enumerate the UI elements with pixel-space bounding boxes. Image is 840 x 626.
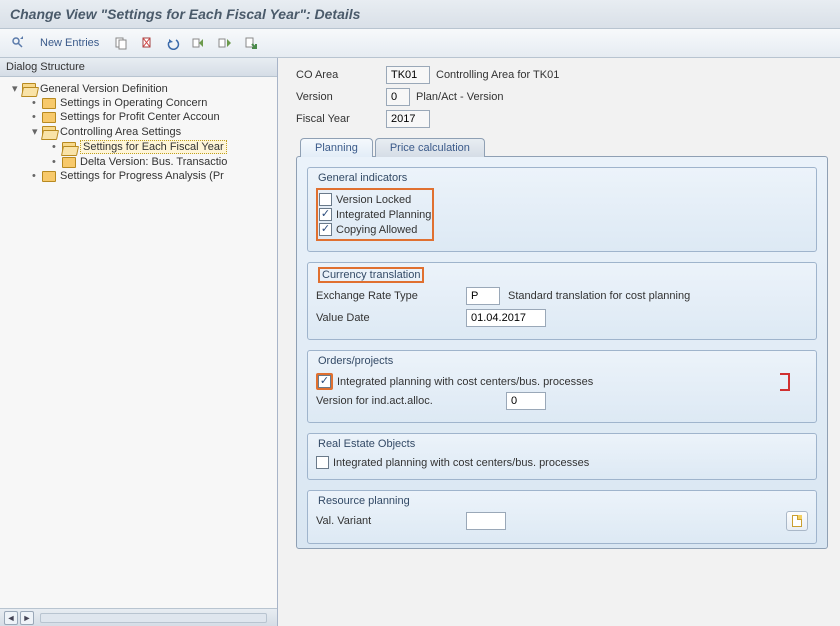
folder-closed-icon [42, 112, 56, 123]
version-label: Version [296, 91, 386, 103]
orders-integrated-planning-checkbox[interactable] [318, 375, 331, 388]
val-variant-field[interactable] [466, 512, 506, 530]
exchange-rate-type-field[interactable] [466, 287, 500, 305]
folder-open-icon [22, 83, 36, 94]
tree-label: General Version Definition [40, 83, 168, 95]
tree-node-general-version[interactable]: ▾ General Version Definition [2, 81, 275, 96]
orders-integrated-planning-label: Integrated planning with cost centers/bu… [337, 376, 593, 388]
version-alloc-label: Version for ind.act.alloc. [316, 395, 506, 407]
version-locked-checkbox[interactable] [319, 193, 332, 206]
real-estate-integrated-planning-checkbox[interactable] [316, 456, 329, 469]
co-area-description: Controlling Area for TK01 [436, 69, 559, 81]
tab-price-calculation[interactable]: Price calculation [375, 138, 485, 157]
group-title: Resource planning [316, 495, 808, 511]
co-area-field [386, 66, 430, 84]
folder-closed-icon [42, 98, 56, 109]
group-orders-projects: Orders/projects Integrated planning with… [307, 350, 817, 423]
group-currency-translation: Currency translation Exchange Rate Type … [307, 262, 817, 340]
tree-toggle-icon[interactable]: ▾ [32, 125, 42, 138]
tree-label: Settings for Progress Analysis (Pr [60, 170, 224, 182]
value-date-label: Value Date [316, 312, 466, 324]
display-document-button[interactable] [786, 511, 808, 531]
dialog-structure-tree[interactable]: ▾ General Version Definition • Settings … [0, 77, 277, 608]
planning-tab-panel: General indicators Version Locked Integr… [296, 156, 828, 549]
folder-closed-icon [42, 171, 56, 182]
val-variant-label: Val. Variant [316, 515, 466, 527]
sidebar-header: Dialog Structure [0, 58, 277, 77]
tree-bullet-icon: • [32, 170, 42, 182]
group-resource-planning: Resource planning Val. Variant [307, 490, 817, 544]
version-field [386, 88, 410, 106]
tree-node-delta-version[interactable]: • Delta Version: Bus. Transactio [2, 155, 275, 169]
highlight-marker-icon [774, 375, 788, 389]
tree-toggle-icon[interactable]: ▾ [12, 82, 22, 95]
tree-node-fiscal-year-settings[interactable]: • Settings for Each Fiscal Year [2, 139, 275, 155]
group-title: Orders/projects [316, 355, 808, 371]
delete-icon[interactable] [137, 33, 157, 53]
scroll-left-icon[interactable]: ◄ [4, 611, 18, 625]
tree-node-progress-analysis[interactable]: • Settings for Progress Analysis (Pr [2, 169, 275, 183]
tree-label: Controlling Area Settings [60, 126, 181, 138]
integrated-planning-label: Integrated Planning [336, 209, 431, 221]
tree-node-profit-center[interactable]: • Settings for Profit Center Accoun [2, 110, 275, 124]
folder-open-icon [42, 126, 56, 137]
scroll-track[interactable] [40, 613, 267, 623]
integrated-planning-checkbox[interactable] [319, 208, 332, 221]
tree-label: Delta Version: Bus. Transactio [80, 156, 227, 168]
fiscal-year-field [386, 110, 430, 128]
group-general-indicators: General indicators Version Locked Integr… [307, 167, 817, 252]
main-area: Dialog Structure ▾ General Version Defin… [0, 58, 840, 626]
fiscal-year-label: Fiscal Year [296, 113, 386, 125]
undo-icon[interactable] [163, 33, 183, 53]
tree-label-selected: Settings for Each Fiscal Year [80, 140, 227, 154]
other-entry-icon[interactable] [241, 33, 261, 53]
header-fields: CO Area Controlling Area for TK01 Versio… [296, 66, 828, 128]
document-icon [792, 515, 802, 527]
group-title: General indicators [316, 172, 808, 188]
group-real-estate: Real Estate Objects Integrated planning … [307, 433, 817, 480]
tabstrip: Planning Price calculation [300, 138, 828, 157]
sidebar-horizontal-scrollbar[interactable]: ◄ ► [0, 608, 277, 626]
tree-node-controlling-area[interactable]: ▾ Controlling Area Settings [2, 124, 275, 139]
copying-allowed-label: Copying Allowed [336, 224, 417, 236]
copying-allowed-checkbox[interactable] [319, 223, 332, 236]
group-title: Currency translation [316, 267, 808, 287]
real-estate-integrated-planning-label: Integrated planning with cost centers/bu… [333, 457, 589, 469]
tree-node-operating-concern[interactable]: • Settings in Operating Concern [2, 96, 275, 110]
version-locked-label: Version Locked [336, 194, 411, 206]
tree-bullet-icon: • [32, 111, 42, 123]
page-title: Change View "Settings for Each Fiscal Ye… [0, 0, 840, 29]
folder-closed-icon [62, 157, 76, 168]
scroll-right-icon[interactable]: ► [20, 611, 34, 625]
tab-planning[interactable]: Planning [300, 138, 373, 157]
co-area-label: CO Area [296, 69, 386, 81]
content-area: CO Area Controlling Area for TK01 Versio… [278, 58, 840, 626]
value-date-field[interactable] [466, 309, 546, 327]
toggle-display-icon[interactable] [8, 33, 28, 53]
tree-bullet-icon: • [52, 141, 62, 153]
folder-open-icon [62, 142, 76, 153]
tree-bullet-icon: • [52, 156, 62, 168]
group-title: Real Estate Objects [316, 438, 808, 454]
tree-label: Settings for Profit Center Accoun [60, 111, 220, 123]
dialog-structure-sidebar: Dialog Structure ▾ General Version Defin… [0, 58, 278, 626]
copy-icon[interactable] [111, 33, 131, 53]
tree-label: Settings in Operating Concern [60, 97, 207, 109]
application-toolbar: New Entries [0, 29, 840, 58]
tree-bullet-icon: • [32, 97, 42, 109]
exchange-rate-type-description: Standard translation for cost planning [508, 290, 690, 302]
exchange-rate-type-label: Exchange Rate Type [316, 290, 466, 302]
prev-entry-icon[interactable] [189, 33, 209, 53]
new-entries-button[interactable]: New Entries [34, 35, 105, 51]
next-entry-icon[interactable] [215, 33, 235, 53]
version-description: Plan/Act - Version [416, 91, 503, 103]
version-alloc-field[interactable] [506, 392, 546, 410]
